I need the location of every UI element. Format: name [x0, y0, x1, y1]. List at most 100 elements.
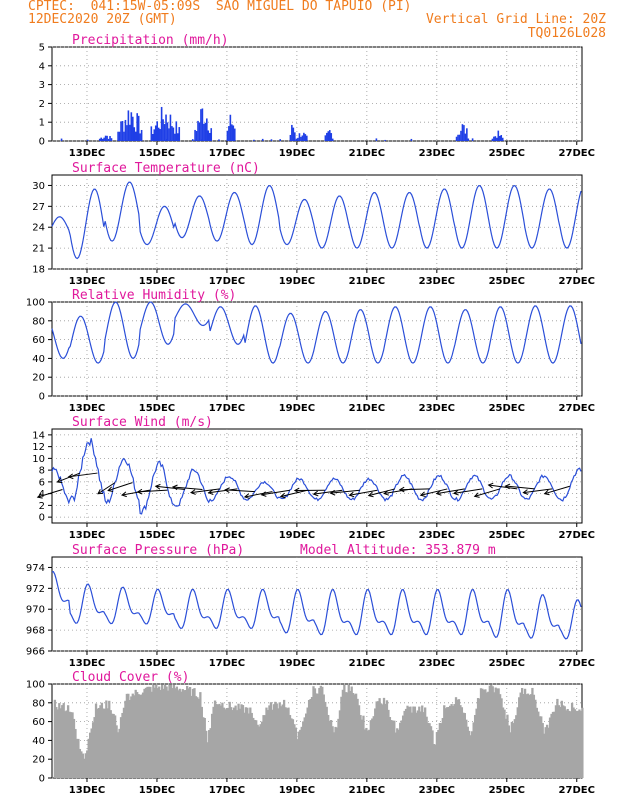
cloud-bar [424, 707, 427, 778]
cloud-bar [91, 722, 95, 778]
pres-line [51, 571, 582, 640]
cloud-bar [368, 729, 371, 778]
precip-bar [110, 138, 113, 141]
precip-bar [232, 125, 235, 141]
precip-bar [500, 135, 503, 141]
cloud-bar [306, 707, 309, 778]
x-tick-label: 17DEC [209, 148, 245, 159]
precip-bar [121, 121, 124, 141]
precip-bar [136, 113, 139, 141]
cloud-bar [337, 718, 340, 778]
precip-bar [120, 121, 122, 141]
precip-bar [279, 139, 281, 141]
header-gridline: Vertical Grid Line: 20Z [425, 12, 606, 27]
precip-bar [208, 132, 211, 141]
cloud-bar [168, 684, 171, 778]
x-tick-label: 17DEC [209, 785, 245, 796]
cloud-bar [109, 710, 112, 778]
cloud-bar [459, 705, 462, 778]
cloud-bar [516, 707, 519, 778]
precip-bar [206, 118, 208, 141]
precip-bar [103, 137, 105, 141]
cloud-bar [579, 710, 583, 778]
y-tick-label: 4 [39, 489, 45, 500]
cloud-bar [528, 695, 531, 778]
wind-arrow-head [207, 489, 214, 496]
x-tick-label: 21DEC [349, 148, 385, 159]
cloud-bar [66, 705, 70, 778]
y-tick-label: 20 [32, 755, 45, 766]
precip-bar [328, 130, 331, 141]
cloud-bar [188, 686, 192, 778]
cloud-bar [559, 706, 562, 778]
cloud-bar [138, 694, 142, 778]
precip-bar [191, 139, 194, 141]
wind-arrow [225, 489, 255, 493]
cloud-bar [341, 689, 345, 778]
precip-bar [139, 133, 141, 141]
panel-frame [51, 428, 583, 524]
wind-arrow [436, 488, 465, 495]
y-tick-label: 6 [39, 477, 45, 488]
cloud-bar [472, 722, 475, 778]
cloud-bar [240, 704, 243, 778]
wind-arrow [420, 488, 448, 496]
precip-bar [327, 131, 330, 141]
cloud-bar [59, 708, 62, 778]
cloud-bar [84, 753, 87, 778]
wind-line [51, 438, 582, 515]
y-tick-label: 80 [32, 316, 45, 327]
precip-bar [467, 138, 470, 141]
cloud-bar [576, 710, 580, 778]
cloud-bar [393, 720, 396, 778]
cloud-bar [513, 719, 516, 778]
cloud-bar [181, 689, 184, 778]
cloud-bar [538, 716, 541, 778]
cloud-bar [387, 709, 390, 778]
precip-bar [304, 134, 307, 141]
precip-bar [457, 134, 459, 141]
x-tick-label: 19DEC [279, 148, 315, 159]
cloud-bar [385, 700, 389, 778]
y-tick-label: 12 [32, 442, 45, 453]
precip-bar [491, 138, 494, 141]
precip-bar [384, 139, 386, 141]
cloud-bar [526, 693, 530, 778]
precip-bar [324, 135, 327, 141]
wind-arrow-head [329, 489, 336, 496]
x-tick-label: 27DEC [559, 276, 595, 287]
cloud-bar [140, 694, 143, 778]
cloud-bar [127, 693, 130, 778]
cloud-bar [69, 712, 73, 778]
y-tick-label: 20 [32, 373, 45, 384]
x-tick-label: 15DEC [139, 403, 175, 414]
cloud-bar [578, 709, 581, 778]
cloud-bar [307, 699, 311, 778]
cloud-bar [210, 713, 214, 778]
wind-arrow [488, 484, 518, 490]
precip-bar [471, 138, 474, 141]
cloud-bar [137, 694, 140, 778]
cloud-bar [440, 723, 443, 778]
wind-arrow [108, 482, 133, 492]
cloud-bar [565, 710, 568, 778]
cloud-bar [523, 688, 527, 778]
precip-bar [494, 136, 497, 141]
cloud-bar [388, 717, 392, 778]
cloud-bar [178, 688, 181, 778]
wind-arrow [244, 491, 273, 498]
cloud-bar [237, 703, 240, 778]
cloud-bar [573, 709, 577, 778]
cloud-bar [319, 685, 322, 778]
cloud-bar [363, 729, 367, 778]
cloud-bar [241, 705, 245, 778]
precip-bar [133, 127, 136, 141]
precip-bar [104, 135, 107, 141]
cloud-bar [413, 706, 417, 778]
precip-bar [301, 135, 304, 141]
cloud-bar [297, 731, 300, 778]
cloud-bar [525, 694, 528, 778]
cloud-bar [434, 744, 437, 778]
wind-arrow-head [36, 493, 43, 499]
wind-arrow-head [419, 491, 426, 498]
